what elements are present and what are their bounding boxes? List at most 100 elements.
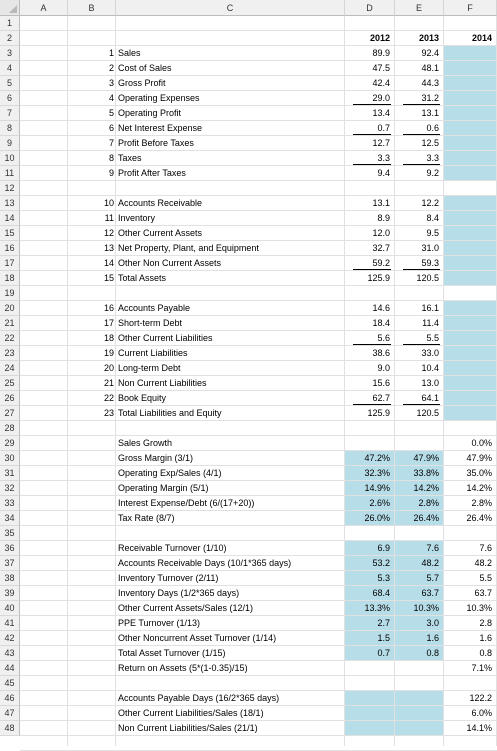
value-cell-d[interactable]: 125.9 [367, 408, 390, 418]
row-label[interactable]: Operating Margin (5/1) [118, 483, 209, 493]
row-label[interactable]: Accounts Payable [118, 303, 191, 313]
value-cell-d[interactable]: 14.9% [364, 483, 390, 493]
line-number[interactable]: 13 [103, 243, 114, 253]
line-number[interactable]: 2 [108, 63, 114, 73]
value-cell-e[interactable]: 14.2% [413, 483, 439, 493]
row-label[interactable]: Return on Assets (5*(1-0.35)/15) [118, 663, 248, 673]
value-cell-d[interactable]: 18.4 [372, 318, 390, 328]
value-cell-e[interactable]: 48.1 [421, 63, 439, 73]
row-header[interactable]: 8 [0, 121, 20, 136]
row-header[interactable]: 21 [0, 316, 20, 331]
row-header[interactable]: 37 [0, 556, 20, 571]
value-cell-e[interactable]: 47.9% [413, 453, 439, 463]
row-header[interactable]: 27 [0, 406, 20, 421]
row-header[interactable]: 43 [0, 646, 20, 661]
row-header[interactable]: 4 [0, 61, 20, 76]
value-cell-e[interactable]: 92.4 [421, 48, 439, 58]
row-header[interactable]: 18 [0, 271, 20, 286]
row-label[interactable]: Total Assets [118, 273, 167, 283]
value-cell-d[interactable]: 0.7 [377, 648, 390, 658]
row-header[interactable]: 31 [0, 466, 20, 481]
row-label[interactable]: Operating Exp/Sales (4/1) [118, 468, 222, 478]
row-label[interactable]: Operating Expenses [118, 93, 200, 103]
value-cell-e[interactable]: 59.3 [421, 258, 439, 268]
row-header[interactable]: 23 [0, 346, 20, 361]
row-label[interactable]: Total Liabilities and Equity [118, 408, 222, 418]
row-label[interactable]: Taxes [118, 153, 142, 163]
value-cell-e[interactable]: 0.8 [426, 648, 439, 658]
row-label[interactable]: Tax Rate (8/7) [118, 513, 175, 523]
value-cell-d[interactable]: 2.6% [369, 498, 390, 508]
value-cell-d[interactable]: 68.4 [372, 588, 390, 598]
value-cell-e[interactable]: 11.4 [422, 318, 439, 328]
value-cell-e[interactable]: 120.5 [416, 408, 439, 418]
row-header[interactable]: 35 [0, 526, 20, 541]
line-number[interactable]: 18 [103, 333, 114, 343]
line-number[interactable]: 12 [103, 228, 114, 238]
value-cell-d[interactable]: 59.2 [372, 258, 390, 268]
value-cell-d[interactable]: 1.5 [377, 633, 390, 643]
value-cell-f[interactable]: 10.3% [466, 603, 492, 613]
row-label[interactable]: Other Non Current Assets [118, 258, 222, 268]
row-label[interactable]: PPE Turnover (1/13) [118, 618, 201, 628]
row-label[interactable]: Net Property, Plant, and Equipment [118, 243, 259, 253]
row-header[interactable]: 15 [0, 226, 20, 241]
value-cell-d[interactable]: 32.7 [372, 243, 390, 253]
row-header[interactable]: 20 [0, 301, 20, 316]
value-cell-e[interactable]: 5.7 [426, 573, 439, 583]
line-number[interactable]: 20 [103, 363, 114, 373]
value-cell-d[interactable]: 5.6 [377, 333, 390, 343]
value-cell-d[interactable]: 13.3% [364, 603, 390, 613]
row-header[interactable]: 42 [0, 631, 20, 646]
value-cell-d[interactable]: 6.9 [377, 543, 390, 553]
row-header[interactable]: 29 [0, 436, 20, 451]
row-label[interactable]: Non Current Liabilities [118, 378, 207, 388]
value-cell-e[interactable]: 0.6 [426, 123, 439, 133]
row-header[interactable]: 34 [0, 511, 20, 526]
row-header[interactable]: 19 [0, 286, 20, 301]
row-label[interactable]: Other Current Assets [118, 228, 203, 238]
value-cell-f[interactable]: 26.4% [466, 513, 492, 523]
value-cell-e[interactable]: 3.3 [426, 153, 439, 163]
row-label[interactable]: Net Interest Expense [118, 123, 203, 133]
value-cell-f[interactable]: 0.8 [479, 648, 492, 658]
row-header[interactable]: 47 [0, 706, 20, 721]
value-cell-e[interactable]: 120.5 [416, 273, 439, 283]
line-number[interactable]: 7 [108, 138, 114, 148]
value-cell-d[interactable]: 14.6 [372, 303, 390, 313]
line-number[interactable]: 17 [103, 318, 114, 328]
line-number[interactable]: 4 [108, 93, 114, 103]
row-label[interactable]: Profit After Taxes [118, 168, 186, 178]
value-cell-e[interactable]: 9.5 [426, 228, 439, 238]
row-label[interactable]: Accounts Payable Days (16/2*365 days) [118, 693, 280, 703]
row-label[interactable]: Cost of Sales [118, 63, 172, 73]
column-header-e[interactable]: E [395, 0, 444, 16]
value-cell-f[interactable]: 63.7 [474, 588, 492, 598]
row-header[interactable]: 32 [0, 481, 20, 496]
value-cell-d[interactable]: 9.4 [377, 168, 390, 178]
value-cell-f[interactable]: 14.1% [466, 723, 492, 733]
value-cell-e[interactable]: 13.1 [421, 108, 439, 118]
row-label[interactable]: Sales Growth [118, 438, 173, 448]
value-cell-f[interactable]: 6.0% [471, 708, 492, 718]
value-cell-e[interactable]: 1.6 [426, 633, 439, 643]
row-header[interactable]: 45 [0, 676, 20, 691]
row-label[interactable]: Other Current Assets/Sales (12/1) [118, 603, 254, 613]
value-cell-f[interactable]: 48.2 [474, 558, 492, 568]
row-label[interactable]: Profit Before Taxes [118, 138, 194, 148]
value-cell-d[interactable]: 0.7 [377, 123, 390, 133]
value-cell-f[interactable]: 1.6 [479, 633, 492, 643]
line-number[interactable]: 22 [103, 393, 114, 403]
column-header-a[interactable]: A [20, 0, 68, 16]
row-header[interactable]: 24 [0, 361, 20, 376]
value-cell-e[interactable]: 2.8% [418, 498, 439, 508]
value-cell-d[interactable]: 32.3% [364, 468, 390, 478]
row-label[interactable]: Interest Expense/Debt (6/(17+20)) [118, 498, 255, 508]
row-header[interactable]: 25 [0, 376, 20, 391]
line-number[interactable]: 9 [108, 168, 114, 178]
value-cell-d[interactable]: 8.9 [377, 213, 390, 223]
row-header[interactable]: 39 [0, 586, 20, 601]
value-cell-e[interactable]: 33.0 [421, 348, 439, 358]
value-cell-e[interactable]: 31.0 [421, 243, 439, 253]
year-header-d[interactable]: 2012 [369, 33, 390, 43]
